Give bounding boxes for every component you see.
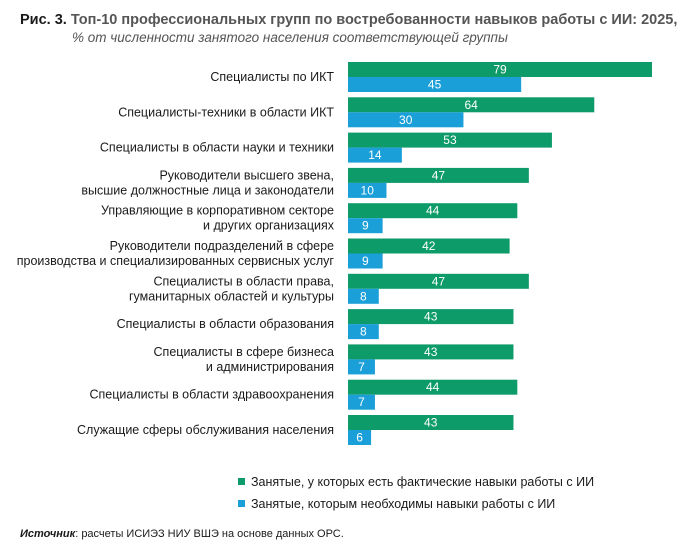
data-label-series-2: 6 <box>356 431 363 445</box>
figure-title-block: Рис. 3. Топ-10 профессиональных групп по… <box>20 12 690 29</box>
chart-subtitle: % от численности занятого населения соот… <box>72 30 508 45</box>
source-note: Источник: расчеты ИСИЭЗ НИУ ВШЭ на основ… <box>20 528 344 540</box>
category-label: Специалисты по ИКТ <box>210 70 334 84</box>
bar-series-1 <box>348 132 552 148</box>
bar-series-1 <box>348 415 514 430</box>
bar-series-2 <box>348 359 375 375</box>
data-label-series-1: 44 <box>426 380 440 394</box>
legend-swatch-series-1 <box>238 478 245 485</box>
data-label-series-1: 47 <box>432 168 446 182</box>
bar-series-1 <box>348 344 514 360</box>
bar-series-2 <box>348 147 402 163</box>
legend-item-series-2: Занятые, которым необходимы навыки работ… <box>238 495 594 512</box>
legend: Занятые, у которых есть фактические навы… <box>238 473 594 517</box>
data-label-series-2: 14 <box>368 148 382 162</box>
bar-series-1 <box>348 62 652 77</box>
category-label: Специалисты в области права, <box>154 274 335 288</box>
category-label: Служащие сферы обслуживания населения <box>77 423 334 437</box>
bar-series-2 <box>348 324 379 340</box>
bar-series-2 <box>348 182 387 198</box>
source-label: Источник <box>20 528 76 540</box>
chart-title: Топ-10 профессиональных групп по востреб… <box>70 12 678 28</box>
category-label: Специалисты в области образования <box>117 317 334 331</box>
bar-series-2 <box>348 253 383 269</box>
category-label: высшие должностные лица и законодатели <box>81 183 334 197</box>
category-label: Специалисты в области науки и техники <box>100 141 334 155</box>
data-label-series-1: 53 <box>443 133 457 147</box>
category-label: Специалисты в сфере бизнеса <box>154 345 335 359</box>
legend-item-series-1: Занятые, у которых есть фактические навы… <box>238 473 594 490</box>
data-label-series-2: 45 <box>428 78 442 92</box>
data-label-series-1: 43 <box>424 310 438 324</box>
bar-series-1 <box>348 309 514 325</box>
data-label-series-2: 7 <box>358 360 365 374</box>
category-label: гуманитарных областей и культуры <box>129 289 334 303</box>
figure-number: Рис. 3. <box>20 12 67 28</box>
bar-series-2 <box>348 288 379 304</box>
data-labels: 79 45 64 30 53 14 47 10 44 9 42 9 47 8 43 8 43 7 44 7 43 6 <box>356 63 507 445</box>
bar-series-1 <box>348 273 529 289</box>
data-label-series-2: 9 <box>362 254 369 268</box>
data-label-series-2: 30 <box>399 113 413 127</box>
category-label: Специалисты в области здравоохранения <box>90 388 334 402</box>
bar-series-1 <box>348 379 518 395</box>
legend-label-series-1: Занятые, у которых есть фактические навы… <box>251 474 595 489</box>
data-label-series-1: 64 <box>464 98 478 112</box>
category-label: Управляющие в корпоративном секторе <box>101 204 334 218</box>
bar-chart: Специалисты по ИКТ Специалисты-техники в … <box>17 62 652 445</box>
data-label-series-2: 10 <box>361 183 375 197</box>
data-label-series-1: 79 <box>493 63 507 77</box>
data-label-series-1: 43 <box>424 345 438 359</box>
bar-series-1 <box>348 203 518 219</box>
bar-series-2 <box>348 394 375 410</box>
bar-series-1 <box>348 97 595 113</box>
data-label-series-2: 7 <box>358 395 365 409</box>
source-text: : расчеты ИСИЭЗ НИУ ВШЭ на основе данных… <box>75 528 344 540</box>
data-label-series-1: 43 <box>424 416 438 430</box>
legend-swatch-series-2 <box>238 500 245 507</box>
category-label: производства и специализированных сервис… <box>17 254 335 268</box>
category-labels: Специалисты по ИКТ Специалисты-техники в … <box>17 70 335 437</box>
bar-series-1 <box>348 238 510 254</box>
data-label-series-2: 8 <box>360 325 367 339</box>
data-label-series-1: 44 <box>426 204 440 218</box>
data-label-series-1: 42 <box>422 239 436 253</box>
data-label-series-2: 8 <box>360 289 367 303</box>
category-label: и администрирования <box>206 360 334 374</box>
data-label-series-2: 9 <box>362 219 369 233</box>
legend-label-series-2: Занятые, которым необходимы навыки работ… <box>251 496 556 511</box>
bar-series-2 <box>348 112 464 128</box>
category-label: Руководители подразделений в сфере <box>110 239 334 253</box>
figure-title-line: Рис. 3. Топ-10 профессиональных групп по… <box>20 12 690 29</box>
category-label: Руководители высшего звена, <box>159 168 334 182</box>
category-label: и других организациях <box>203 219 335 233</box>
bar-series-2 <box>348 218 383 234</box>
bar-series-1 <box>348 167 529 183</box>
bar-series-2 <box>348 430 372 445</box>
category-label: Специалисты-техники в области ИКТ <box>118 105 334 119</box>
data-label-series-1: 47 <box>432 274 446 288</box>
bar-series-2 <box>348 77 522 92</box>
bars <box>348 62 652 445</box>
